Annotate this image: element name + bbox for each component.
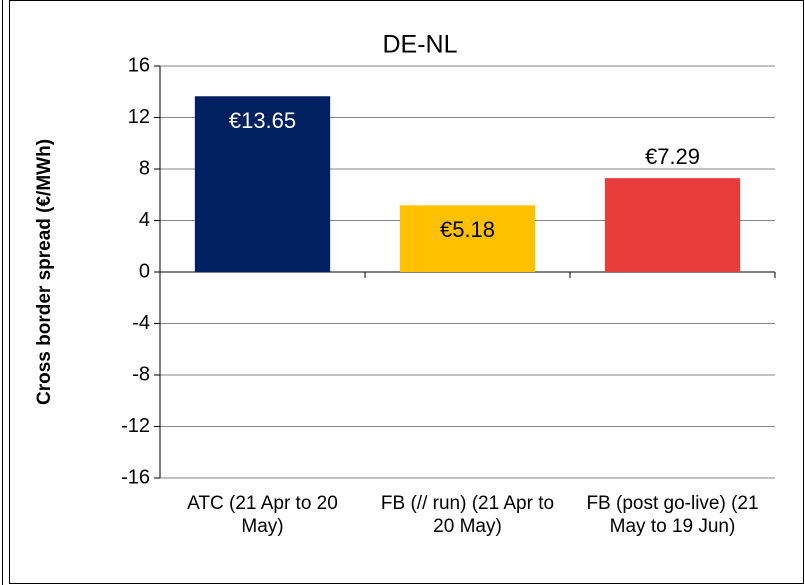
- data-label: €5.18: [440, 217, 495, 242]
- x-tick-label: FB (post go-live) (21 May to 19 Jun): [586, 493, 759, 537]
- x-tick-label-box: FB (post go-live) (21 May to 19 Jun): [586, 493, 759, 537]
- y-tick-label: 16: [128, 54, 150, 76]
- y-axis-label: Cross border spread (€/MWh): [34, 139, 55, 405]
- y-tick-label: -12: [121, 415, 150, 437]
- x-tick-label-box: FB (// run) (21 Apr to 20 May): [380, 493, 555, 537]
- y-tick-label: 12: [128, 106, 150, 128]
- x-tick-label-box: ATC (21 Apr to 20 May): [187, 493, 338, 537]
- bar: [194, 96, 331, 272]
- bar: [604, 178, 741, 272]
- data-label: €13.65: [229, 108, 296, 133]
- y-tick-label: -4: [132, 312, 150, 334]
- chart-title: DE-NL: [382, 31, 457, 59]
- y-tick-label: 8: [139, 157, 150, 179]
- data-label: €7.29: [645, 144, 700, 169]
- x-tick-label: FB (// run) (21 Apr to 20 May): [380, 493, 555, 537]
- x-tick-label: ATC (21 Apr to 20 May): [187, 493, 338, 537]
- bar: [399, 205, 536, 272]
- y-tick-label: 4: [139, 209, 150, 231]
- frame: [9, 0, 804, 584]
- y-tick-label: -16: [121, 466, 150, 488]
- y-tick-label: -8: [132, 363, 150, 385]
- y-tick-label: 0: [139, 260, 150, 282]
